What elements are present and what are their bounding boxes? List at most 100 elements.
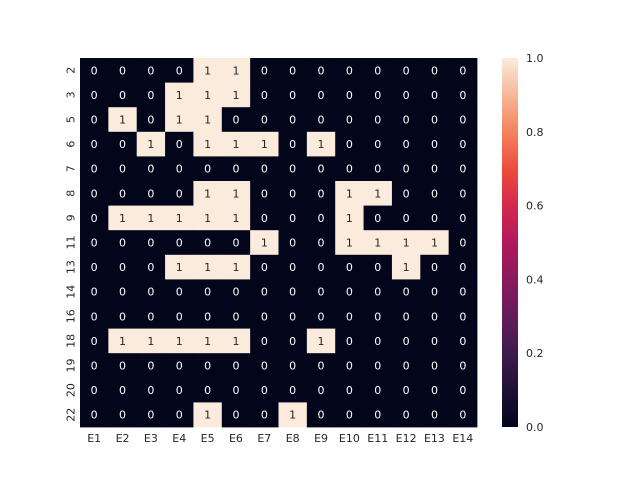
x-tick-label: E12 — [396, 432, 417, 445]
heatmap-cell — [136, 402, 166, 428]
cell-value-label: 0 — [318, 64, 325, 77]
heatmap-cell — [250, 377, 279, 403]
cell-value-label: 0 — [119, 64, 126, 77]
cell-value-label: 0 — [261, 89, 268, 102]
heatmap-cell — [335, 82, 364, 108]
heatmap-cell — [448, 377, 478, 403]
heatmap-cell — [221, 328, 251, 354]
y-tick-label: 16 — [65, 309, 78, 323]
cell-value-label: 0 — [403, 335, 410, 348]
cell-value-label: 0 — [289, 89, 296, 102]
heatmap-cell — [363, 279, 393, 305]
heatmap-cell — [165, 156, 194, 182]
cell-value-label: 0 — [176, 64, 183, 77]
heatmap-cell — [80, 377, 109, 403]
heatmap-cell — [136, 328, 166, 354]
heatmap-cell — [306, 205, 336, 231]
heatmap-cell — [221, 230, 251, 256]
heatmap-cell — [420, 230, 450, 256]
cell-value-label: 0 — [459, 310, 466, 323]
heatmap-cell — [165, 279, 194, 305]
cell-value-label: 0 — [232, 114, 239, 127]
heatmap-cell — [165, 254, 194, 280]
cell-value-label: 0 — [261, 212, 268, 225]
cell-value-label: 0 — [431, 163, 438, 176]
cell-value-label: 0 — [374, 64, 381, 77]
cell-value-label: 0 — [374, 286, 381, 299]
cell-value-label: 1 — [204, 114, 211, 127]
cell-value-label: 0 — [289, 138, 296, 151]
heatmap-cell — [335, 328, 364, 354]
heatmap-cell — [136, 353, 166, 379]
heatmap-cell — [363, 181, 393, 206]
cell-value-label: 1 — [204, 335, 211, 348]
heatmap-cell — [221, 377, 251, 403]
cell-value-label: 0 — [459, 237, 466, 250]
cell-value-label: 1 — [176, 114, 183, 127]
heatmap-cell — [136, 377, 166, 403]
cell-value-label: 0 — [261, 187, 268, 200]
heatmap-cell — [80, 230, 109, 256]
heatmap-cell — [448, 230, 478, 256]
x-tick-label: E2 — [116, 432, 130, 445]
cell-value-label: 1 — [204, 409, 211, 422]
heatmap-cell — [250, 131, 279, 157]
cell-value-label: 0 — [403, 187, 410, 200]
cell-value-label: 0 — [346, 384, 353, 397]
cell-value-label: 0 — [204, 286, 211, 299]
y-tick-label: 22 — [65, 408, 78, 422]
heatmap-cell — [306, 304, 336, 329]
y-tick-label: 2 — [65, 67, 78, 74]
cell-value-label: 0 — [176, 409, 183, 422]
y-tick-label: 13 — [65, 260, 78, 274]
cell-value-label: 0 — [346, 114, 353, 127]
heatmap-cell — [250, 58, 279, 83]
x-tick-label: E11 — [367, 432, 388, 445]
heatmap-cell — [448, 402, 478, 428]
x-tick-label: E1 — [87, 432, 101, 445]
cell-value-label: 1 — [232, 89, 239, 102]
heatmap-cell — [193, 131, 223, 157]
heatmap-cell — [363, 82, 393, 108]
cell-value-label: 0 — [176, 187, 183, 200]
heatmap-cell — [221, 353, 251, 379]
cell-value-label: 0 — [176, 310, 183, 323]
heatmap-cell — [391, 205, 421, 231]
cell-value-label: 0 — [459, 64, 466, 77]
cell-value-label: 1 — [176, 212, 183, 225]
cell-value-label: 0 — [289, 212, 296, 225]
heatmap-cell — [278, 82, 308, 108]
cell-value-label: 0 — [289, 163, 296, 176]
cell-value-label: 0 — [318, 163, 325, 176]
x-tick-label: E4 — [172, 432, 186, 445]
cell-value-label: 0 — [176, 237, 183, 250]
cell-value-label: 0 — [91, 114, 98, 127]
cell-value-label: 0 — [232, 360, 239, 373]
heatmap-cell — [136, 82, 166, 108]
cell-value-label: 0 — [431, 384, 438, 397]
cell-value-label: 0 — [431, 138, 438, 151]
heatmap-cell — [306, 230, 336, 256]
cell-value-label: 0 — [318, 409, 325, 422]
heatmap-cell — [221, 58, 251, 83]
heatmap-cell — [335, 205, 364, 231]
y-tick-label: 8 — [65, 190, 78, 197]
cell-value-label: 0 — [459, 89, 466, 102]
cell-value-label: 0 — [459, 212, 466, 225]
cell-value-label: 0 — [431, 89, 438, 102]
heatmap-cell — [80, 131, 109, 157]
y-tick-label: 7 — [65, 165, 78, 172]
heatmap-cell — [335, 181, 364, 206]
heatmap-cell — [335, 377, 364, 403]
cell-value-label: 0 — [459, 384, 466, 397]
heatmap-cell — [363, 377, 393, 403]
heatmap-cell — [306, 107, 336, 133]
heatmap-cell — [278, 328, 308, 354]
x-tick-label: E3 — [144, 432, 158, 445]
heatmap-cell — [165, 353, 194, 379]
heatmap-cell — [250, 82, 279, 108]
cell-value-label: 0 — [147, 237, 154, 250]
heatmap-cell — [80, 304, 109, 329]
heatmap-cell — [80, 107, 109, 133]
cell-value-label: 0 — [147, 64, 154, 77]
